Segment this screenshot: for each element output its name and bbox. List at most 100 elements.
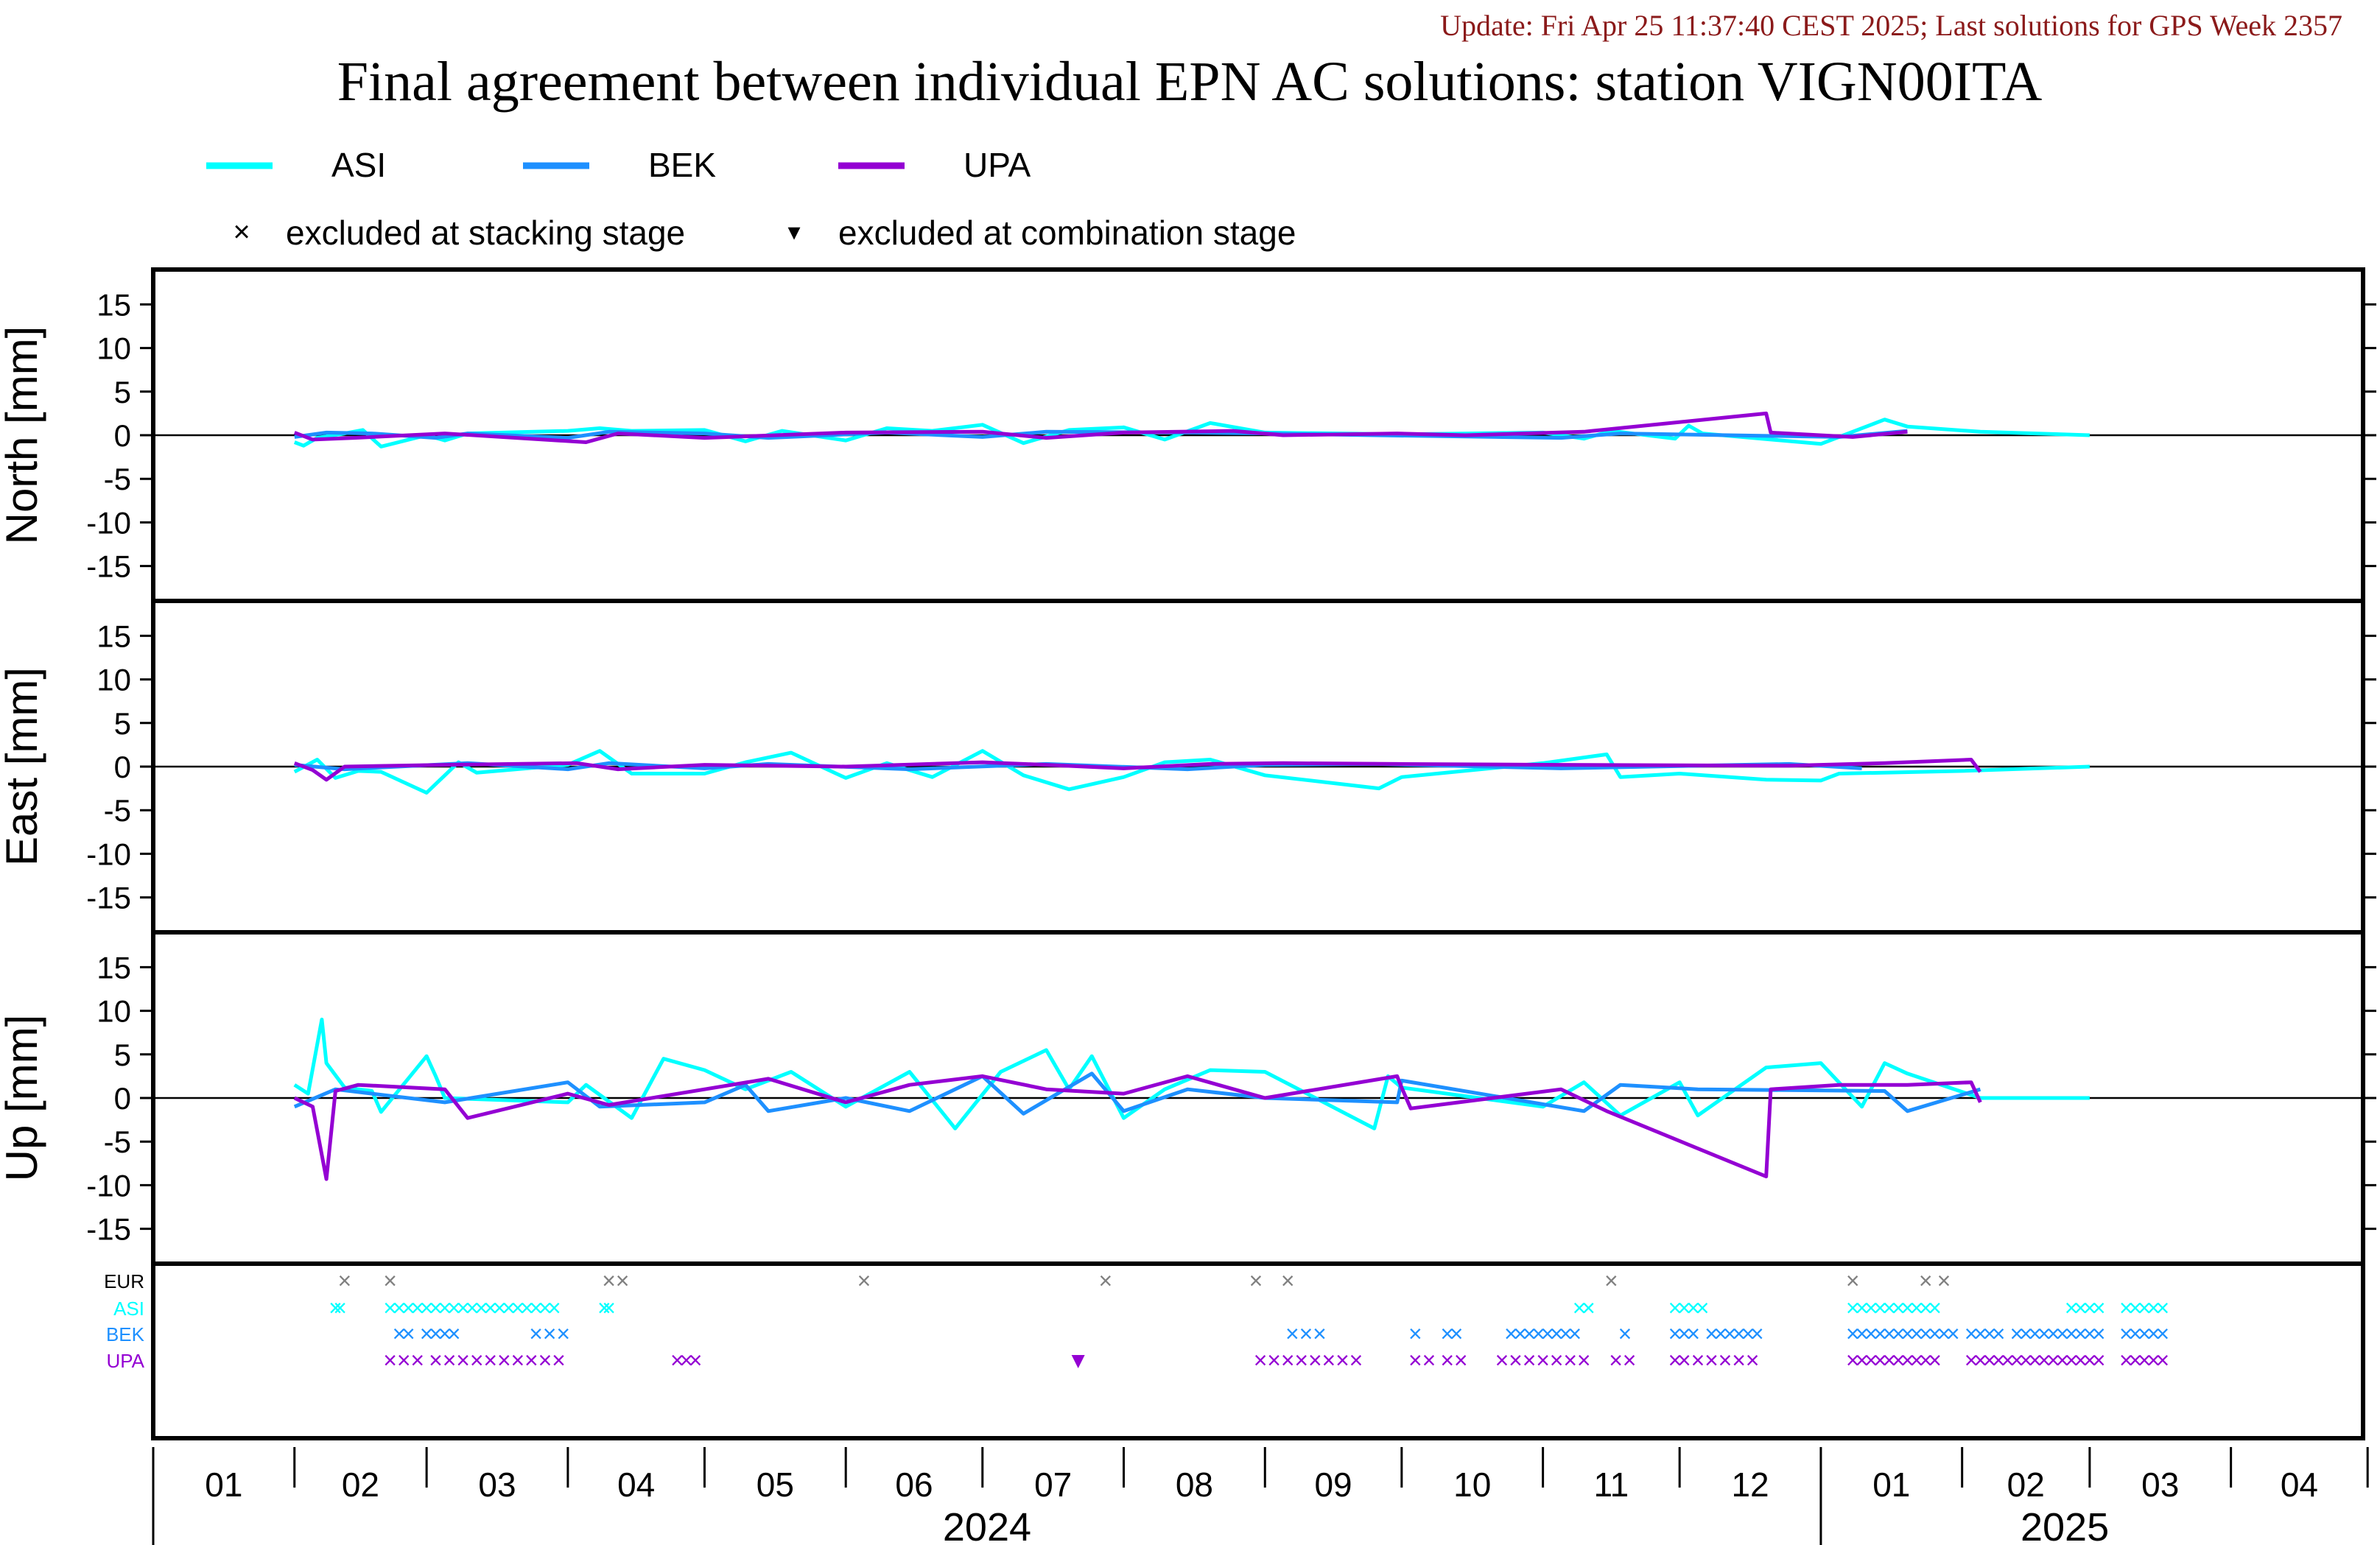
stacking-exclusion-mark: ×: [1440, 1320, 1454, 1347]
stacking-exclusion-mark: ×: [1281, 1347, 1295, 1373]
stacking-exclusion-mark: ×: [2119, 1295, 2133, 1321]
stacking-exclusion-mark: ×: [2128, 1347, 2142, 1373]
stacking-exclusion-mark: ×: [602, 1267, 616, 1294]
stacking-exclusion-mark: ×: [483, 1347, 497, 1373]
stacking-exclusion-mark: ×: [2010, 1347, 2024, 1373]
exclusion-row-label-eur: EUR: [104, 1270, 144, 1292]
stacking-exclusion-mark: ×: [1928, 1347, 1942, 1373]
y-tick-label: 10: [96, 994, 131, 1029]
stacking-exclusion-mark: ×: [1573, 1295, 1587, 1321]
stacking-exclusion-mark: ×: [1882, 1320, 1896, 1347]
stacking-exclusion-mark: ×: [1513, 1320, 1527, 1347]
stacking-exclusion-mark: ×: [511, 1295, 525, 1321]
stacking-exclusion-mark: ×: [497, 1347, 511, 1373]
stacking-exclusion-mark: ×: [1973, 1320, 1987, 1347]
stacking-exclusion-mark: ×: [2028, 1320, 2042, 1347]
series-upa: [293, 758, 1982, 782]
stacking-exclusion-mark: ×: [1559, 1320, 1573, 1347]
stacking-exclusion-mark: ×: [1495, 1347, 1509, 1373]
stacking-exclusion-mark: ×: [1249, 1267, 1263, 1294]
stacking-exclusion-mark: ×: [2138, 1295, 2152, 1321]
stacking-exclusion-mark: ×: [2119, 1347, 2133, 1373]
stacking-exclusion-mark: ×: [552, 1347, 566, 1373]
y-tick-label: -10: [86, 1168, 131, 1203]
stacking-exclusion-mark: ×: [2074, 1320, 2088, 1347]
y-tick-label: 15: [96, 287, 131, 322]
stacking-exclusion-mark: ×: [1864, 1295, 1878, 1321]
stacking-exclusion-mark: ×: [1349, 1347, 1363, 1373]
stacking-exclusion-mark: ×: [1677, 1320, 1691, 1347]
legend-combination-label: excluded at combination stage: [838, 214, 1296, 252]
stacking-exclusion-mark: ×: [2138, 1347, 2152, 1373]
y-tick-label: 15: [96, 950, 131, 985]
stacking-exclusion-mark: ×: [529, 1295, 543, 1321]
stacking-exclusion-mark: ×: [1909, 1347, 1923, 1373]
stacking-exclusion-mark: ×: [1992, 1320, 2006, 1347]
x-axis: 01 02 03 04 05 06 07 08 09 10 11 12 01 02 03 04 2024 2025: [152, 1447, 2369, 1545]
stacking-exclusion-mark: ×: [1577, 1347, 1591, 1373]
stacking-exclusion-mark: ×: [1919, 1320, 1933, 1347]
month-label: 01: [205, 1465, 242, 1504]
stacking-exclusion-mark: ×: [1846, 1267, 1860, 1294]
stacking-exclusion-mark: ×: [470, 1347, 484, 1373]
series-asi: [293, 1017, 2090, 1130]
stacking-exclusion-mark: ×: [597, 1295, 611, 1321]
stacking-exclusion-mark: ×: [456, 1295, 470, 1321]
chart-title: Final agreement between individual EPN A…: [337, 51, 2043, 113]
y-axis-label: East [mm]: [0, 667, 46, 866]
y-tick-label: 10: [96, 663, 131, 697]
stacking-exclusion-mark: ×: [2146, 1295, 2160, 1321]
y-tick-label: 5: [114, 375, 131, 409]
month-label: 03: [478, 1465, 516, 1504]
stacking-exclusion-mark: ×: [2119, 1320, 2133, 1347]
month-label: 11: [1593, 1465, 1629, 1504]
stacking-exclusion-mark: ×: [383, 1347, 397, 1373]
stacking-exclusion-mark: ×: [2019, 1320, 2033, 1347]
stacking-exclusion-mark: ×: [1873, 1295, 1887, 1321]
stacking-exclusion-mark: ×: [410, 1347, 424, 1373]
panels: 15 10 5 0 -5 -10 -15 North [mm] 15 10 5 0 -5 -10 -15 Ea…: [0, 267, 2376, 1266]
stacking-exclusion-mark: ×: [429, 1347, 443, 1373]
stacking-exclusion-mark: ×: [857, 1267, 871, 1294]
stacking-exclusion-mark: ×: [1713, 1320, 1727, 1347]
stacking-exclusion-mark: ×: [1677, 1295, 1691, 1321]
stacking-exclusion-mark: ×: [1422, 1347, 1436, 1373]
stacking-exclusion-mark: ×: [502, 1295, 516, 1321]
update-text: Update: Fri Apr 25 11:37:40 CEST 2025; L…: [1440, 9, 2342, 42]
stacking-exclusion-mark: ×: [2155, 1347, 2169, 1373]
stacking-exclusion-mark: ×: [1668, 1347, 1682, 1373]
stacking-exclusion-mark: ×: [543, 1320, 557, 1347]
stacking-exclusion-mark: ×: [1892, 1320, 1906, 1347]
stacking-exclusion-mark: ×: [1308, 1347, 1322, 1373]
stacking-exclusion-mark: ×: [2074, 1295, 2088, 1321]
month-label: 10: [1453, 1465, 1491, 1504]
stacking-exclusion-mark: ×: [1686, 1320, 1700, 1347]
stacking-exclusion-mark: ×: [1677, 1347, 1691, 1373]
stacking-exclusion-mark: ×: [1696, 1295, 1710, 1321]
stacking-exclusion-mark: ×: [2092, 1295, 2106, 1321]
stacking-exclusion-mark: ×: [397, 1347, 411, 1373]
stacking-exclusion-mark: ×: [1719, 1347, 1733, 1373]
stacking-exclusion-mark: ×: [1408, 1320, 1422, 1347]
stacking-exclusion-mark: ×: [1623, 1347, 1637, 1373]
stacking-exclusion-mark: ×: [1855, 1347, 1869, 1373]
stacking-exclusion-mark: ×: [333, 1295, 347, 1321]
stacking-exclusion-mark: ×: [1563, 1347, 1577, 1373]
stacking-exclusion-mark: ×: [679, 1347, 693, 1373]
stacking-exclusion-mark: ×: [2138, 1320, 2152, 1347]
stacking-exclusion-mark: ×: [337, 1267, 351, 1294]
stacking-exclusion-mark: ×: [1582, 1295, 1596, 1321]
exclusion-row-label-asi: ASI: [113, 1298, 144, 1320]
stacking-exclusion-mark: ×: [1928, 1295, 1942, 1321]
legend-label-upa: UPA: [963, 146, 1031, 184]
stacking-exclusion-mark: ×: [1281, 1267, 1295, 1294]
legend-label-bek: BEK: [648, 146, 716, 184]
y-tick-label: 0: [114, 1081, 131, 1116]
stacking-exclusion-mark: ×: [1723, 1320, 1737, 1347]
legend-stacking-label: excluded at stacking stage: [286, 214, 685, 252]
stacking-exclusion-mark: ×: [443, 1347, 457, 1373]
month-label: 03: [2141, 1465, 2179, 1504]
series-upa: [293, 411, 1908, 444]
stacking-exclusion-mark: ×: [2065, 1347, 2079, 1373]
